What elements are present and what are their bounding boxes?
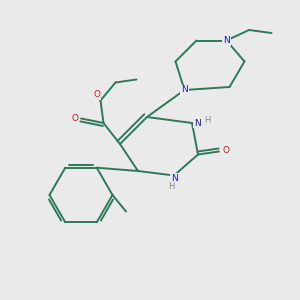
Text: O: O — [93, 90, 100, 99]
Text: H: H — [204, 116, 211, 125]
Text: N: N — [181, 85, 188, 94]
Text: O: O — [71, 114, 79, 123]
Text: N: N — [223, 36, 230, 45]
Text: N: N — [171, 174, 177, 183]
Text: N: N — [194, 118, 201, 127]
Text: O: O — [222, 146, 229, 154]
Text: H: H — [168, 182, 175, 191]
